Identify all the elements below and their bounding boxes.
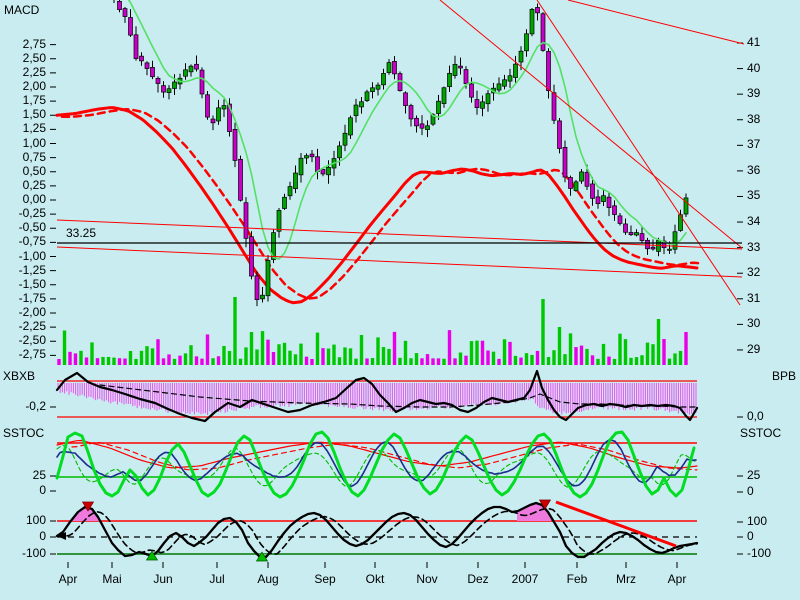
macd-axis-label: -2,75 <box>18 347 46 362</box>
indicator-axis-label: 0,0 <box>747 409 764 423</box>
bpb-panel-label: BPB <box>772 369 797 383</box>
macd-axis-label: 2,75 <box>22 36 46 51</box>
sstoc-left-panel-label: SSTOC <box>3 426 45 440</box>
macd-axis-label: -1,25 <box>18 262 46 277</box>
price-axis-label: 34 <box>747 214 761 229</box>
price-axis-label: 32 <box>747 265 761 280</box>
macd-axis-label: 0,25 <box>22 177 46 192</box>
macd-panel-label: MACD <box>4 3 40 17</box>
xbxb-panel-label: XBXB <box>3 369 36 383</box>
month-label: Jul <box>209 572 225 586</box>
month-label: Mrz <box>616 572 636 586</box>
macd-axis-label: 0,00 <box>22 192 46 206</box>
month-label: Dez <box>467 572 489 586</box>
macd-axis-label: -1,75 <box>18 290 46 305</box>
indicator-axis-label: 0 <box>39 483 46 497</box>
month-label: Nov <box>416 572 438 586</box>
month-label: Apr <box>58 572 78 586</box>
price-axis-label: 35 <box>747 188 761 203</box>
indicator-axis-label: 100 <box>25 513 46 527</box>
price-axis-label: 31 <box>747 290 761 305</box>
month-label: Feb <box>566 572 588 586</box>
macd-axis-label: -2,00 <box>18 305 46 319</box>
price-axis-label: 33 <box>747 239 761 254</box>
macd-axis-label: -2,50 <box>18 333 46 348</box>
macd-axis-label: 1,50 <box>22 107 46 122</box>
indicator-axis-label: 0 <box>747 484 754 498</box>
price-axis-label: 37 <box>747 137 761 152</box>
level-33-25-label: 33.25 <box>66 226 97 240</box>
macd-axis-label: -1,50 <box>18 276 46 291</box>
month-label: Aug <box>257 572 279 586</box>
macd-axis-label: -1,00 <box>18 248 46 263</box>
indicator-axis-label: 0 <box>747 529 754 543</box>
price-axis-label: 38 <box>747 111 761 126</box>
price-axis-label: 40 <box>747 60 761 75</box>
indicator-axis-label: -100 <box>21 546 46 560</box>
month-label: Okt <box>365 572 385 586</box>
month-label: Jun <box>153 572 173 586</box>
macd-axis-label: -0,50 <box>18 220 46 235</box>
price-axis-label: 30 <box>747 316 761 331</box>
sstoc-right-panel-label: SSTOC <box>740 426 782 440</box>
macd-axis-label: 1,00 <box>22 135 46 150</box>
macd-axis-label: -2,25 <box>18 319 46 334</box>
price-axis-label: 29 <box>747 341 761 356</box>
macd-axis-label: 2,00 <box>22 79 46 93</box>
macd-axis-label: 0,50 <box>22 163 46 178</box>
macd-axis-label: 1,75 <box>22 93 46 108</box>
indicator-axis-label: 0 <box>39 529 46 543</box>
macd-axis-label: -0,75 <box>18 234 46 249</box>
indicator-axis-label: 100 <box>747 514 768 528</box>
month-label: Apr <box>667 572 687 586</box>
month-label: 2007 <box>511 572 539 586</box>
indicator-axis-label: -0,2 <box>25 399 46 413</box>
macd-axis-label: 1,25 <box>22 121 46 136</box>
price-axis-label: 39 <box>747 86 761 101</box>
macd-axis-label: 2,25 <box>22 64 46 79</box>
month-label: Sep <box>314 572 336 586</box>
indicator-axis-label: 25 <box>32 468 46 482</box>
indicator-axis-label: -100 <box>747 546 772 560</box>
macd-axis-label: 0,75 <box>22 149 46 164</box>
indicator-axis-label: 25 <box>747 468 761 482</box>
price-axis-label: 36 <box>747 162 761 177</box>
macd-axis-label: 2,50 <box>22 50 46 65</box>
month-label: Mai <box>102 572 122 586</box>
price-axis-label: 41 <box>747 35 761 49</box>
macd-axis-label: -0,25 <box>18 206 46 221</box>
